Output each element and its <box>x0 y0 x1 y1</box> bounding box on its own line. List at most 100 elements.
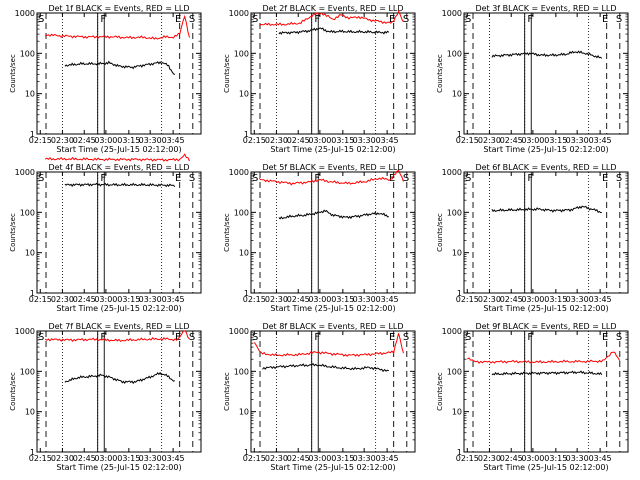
interval-marker: S <box>616 332 622 343</box>
interval-marker: E <box>389 14 395 25</box>
x-tick-label: 02:15 <box>29 295 52 304</box>
y-tick-label: 1 <box>244 448 249 457</box>
interval-marker: S <box>189 173 195 184</box>
interval-marker: E <box>602 173 608 184</box>
x-tick-label: 02:45 <box>287 454 310 463</box>
events-series-line <box>64 60 176 75</box>
x-tick-label: 02:30 <box>478 295 501 304</box>
interval-marker: S <box>403 14 409 25</box>
interval-marker: E <box>389 332 395 343</box>
events-series-line <box>64 371 176 385</box>
x-axis-label: Start Time (25-Jul-15 02:12:00) <box>56 145 181 154</box>
lld-series-line <box>258 169 404 186</box>
x-tick-label: 03:15 <box>331 454 354 463</box>
x-tick-label: 03:30 <box>566 295 589 304</box>
x-tick-label: 03:00 <box>308 136 331 145</box>
x-tick-label: 03:00 <box>521 136 544 145</box>
interval-marker: F <box>527 332 533 343</box>
y-tick-label: 1 <box>244 130 249 139</box>
y-tick-label: 1 <box>457 289 462 298</box>
x-tick-label: 02:30 <box>478 454 501 463</box>
x-tick-label: 02:45 <box>500 454 523 463</box>
interval-marker: S <box>38 14 44 25</box>
lld-series-line <box>44 153 190 162</box>
x-tick-label: 02:45 <box>73 295 96 304</box>
panel-title: Det 6f BLACK = Events, RED = LLD <box>475 163 616 172</box>
y-tick-label: 1000 <box>442 9 462 18</box>
y-axis-label: Counts/sec <box>436 372 444 411</box>
x-tick-label: 03:30 <box>353 454 376 463</box>
plot-frame <box>36 12 202 135</box>
y-tick-label: 1000 <box>229 327 249 336</box>
lld-series-line <box>467 351 621 364</box>
x-tick-label: 02:30 <box>265 454 288 463</box>
x-tick-label: 02:15 <box>456 454 479 463</box>
lld-series-line <box>258 10 404 27</box>
plot-frame <box>250 12 416 135</box>
lld-series-line <box>253 333 404 357</box>
interval-marker: F <box>314 332 320 343</box>
y-tick-label: 1000 <box>442 327 462 336</box>
x-tick-label: 03:00 <box>94 295 117 304</box>
events-series-line <box>262 362 389 373</box>
x-tick-label: 02:45 <box>287 295 310 304</box>
interval-marker: E <box>175 173 181 184</box>
interval-marker: S <box>38 332 44 343</box>
y-tick-label: 100 <box>20 367 35 376</box>
x-tick-label: 03:30 <box>566 136 589 145</box>
x-tick-label: 02:45 <box>287 136 310 145</box>
panel-title: Det 3f BLACK = Events, RED = LLD <box>475 4 616 13</box>
y-tick-label: 1 <box>457 448 462 457</box>
y-tick-label: 10 <box>452 249 462 258</box>
y-tick-label: 10 <box>239 408 249 417</box>
y-tick-label: 100 <box>447 208 462 217</box>
events-series-line <box>491 205 602 214</box>
interval-marker: E <box>175 14 181 25</box>
x-tick-label: 03:15 <box>117 136 140 145</box>
y-tick-label: 100 <box>234 367 249 376</box>
x-tick-label: 03:00 <box>94 136 117 145</box>
x-tick-label: 02:30 <box>265 136 288 145</box>
y-tick-label: 1000 <box>15 327 35 336</box>
y-axis-label: Counts/sec <box>436 54 444 93</box>
interval-marker: S <box>38 173 44 184</box>
x-tick-label: 03:15 <box>544 295 567 304</box>
interval-marker: E <box>602 14 608 25</box>
x-axis-label: Start Time (25-Jul-15 02:12:00) <box>483 145 608 154</box>
y-axis-label: Counts/sec <box>223 213 231 252</box>
x-tick-label: 03:15 <box>331 136 354 145</box>
x-tick-label: 03:45 <box>376 136 399 145</box>
x-tick-label: 02:45 <box>500 136 523 145</box>
x-tick-label: 03:00 <box>521 454 544 463</box>
x-tick-label: 02:15 <box>456 295 479 304</box>
x-tick-label: 02:30 <box>265 295 288 304</box>
plot-frame <box>36 330 202 453</box>
y-tick-label: 1 <box>30 448 35 457</box>
x-axis-label: Start Time (25-Jul-15 02:12:00) <box>56 463 181 472</box>
interval-marker: E <box>602 332 608 343</box>
x-tick-label: 03:30 <box>139 454 162 463</box>
lld-series-line <box>44 14 190 40</box>
y-tick-label: 1 <box>244 289 249 298</box>
x-tick-label: 02:15 <box>29 136 52 145</box>
interval-marker: F <box>314 173 320 184</box>
y-tick-label: 10 <box>452 90 462 99</box>
x-tick-label: 03:45 <box>162 136 185 145</box>
x-tick-label: 03:30 <box>139 136 162 145</box>
y-tick-label: 100 <box>20 208 35 217</box>
events-series-line <box>64 182 176 188</box>
interval-marker: S <box>189 14 195 25</box>
events-series-line <box>278 27 390 35</box>
interval-marker: F <box>100 332 106 343</box>
x-tick-label: 02:15 <box>243 136 266 145</box>
x-axis-label: Start Time (25-Jul-15 02:12:00) <box>270 145 395 154</box>
y-axis-label: Counts/sec <box>223 54 231 93</box>
panel-title: Det 4f BLACK = Events, RED = LLD <box>48 163 189 172</box>
y-tick-label: 10 <box>25 408 35 417</box>
y-tick-label: 100 <box>20 49 35 58</box>
